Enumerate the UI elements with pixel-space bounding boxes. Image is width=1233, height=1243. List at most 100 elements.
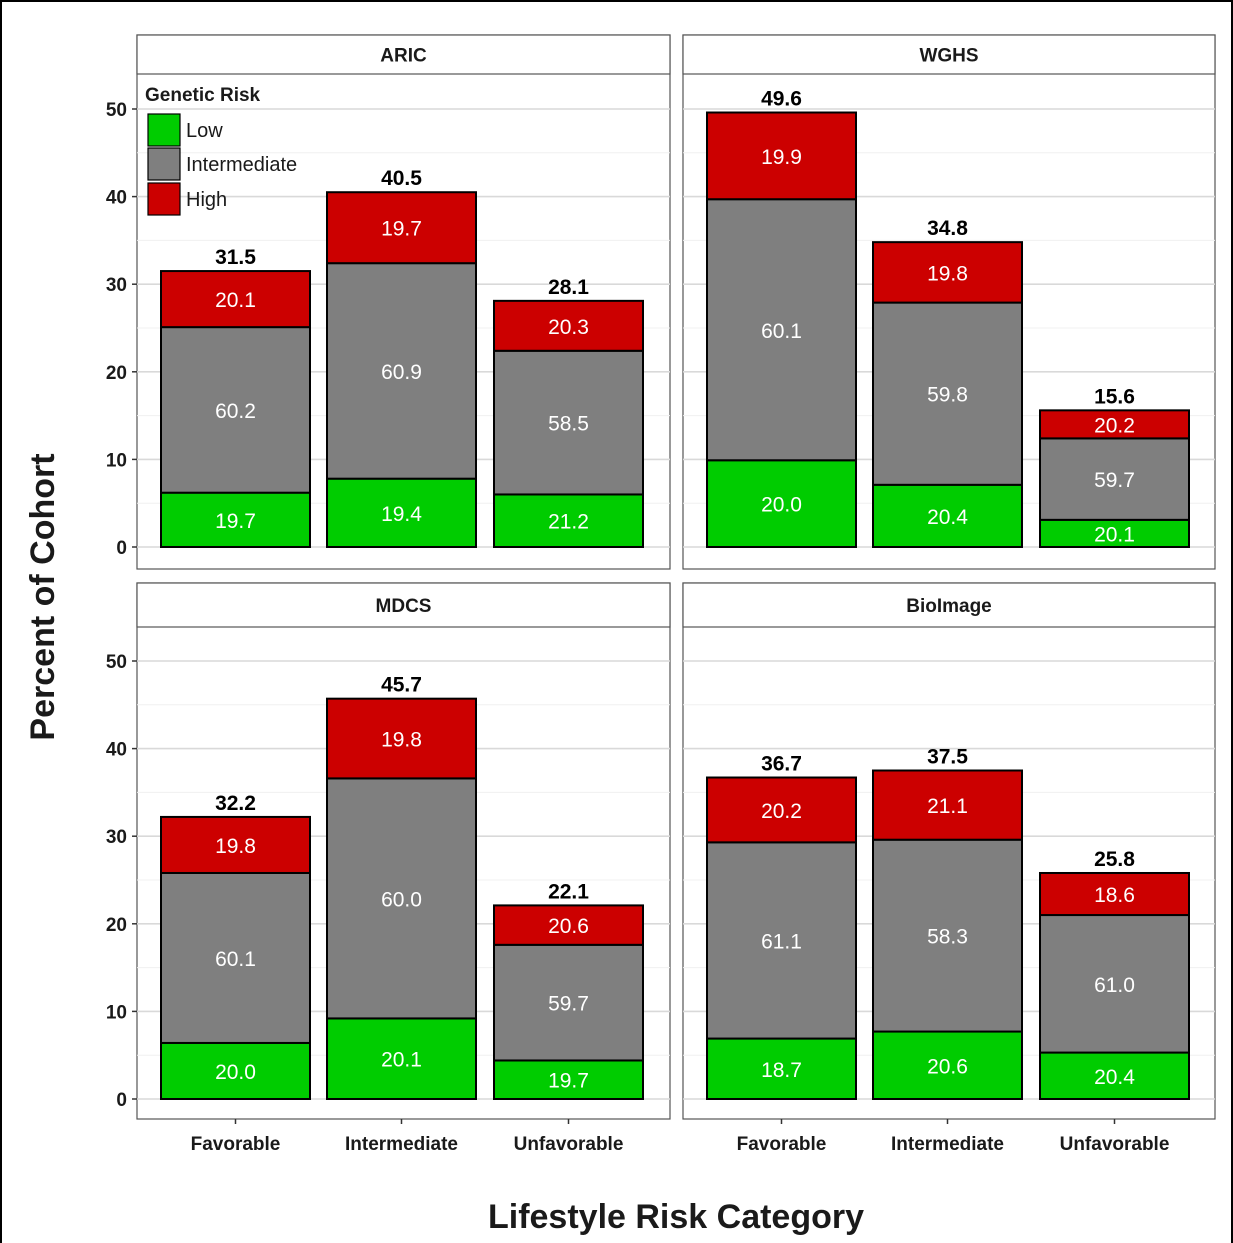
bar-segment-intermediate <box>706 841 857 1040</box>
bar-total-label: 49.6 <box>761 88 802 111</box>
bar-wghs-favorable: 20.0 60.1 19.9 49.6 <box>706 88 857 548</box>
y-tick-label: 20 <box>106 915 127 936</box>
bar-total-label: 25.8 <box>1094 848 1135 871</box>
y-tick-label: 10 <box>106 1002 127 1023</box>
bar-total-label: 37.5 <box>927 746 968 769</box>
segment-value-label: 59.7 <box>548 993 589 1016</box>
segment-value-label: 60.9 <box>381 361 422 384</box>
segment-value-label: 19.4 <box>381 503 422 526</box>
segment-value-label: 60.2 <box>215 400 256 423</box>
legend-label-intermediate: Intermediate <box>186 154 297 176</box>
segment-value-label: 20.3 <box>548 316 589 339</box>
segment-value-label: 20.2 <box>1094 414 1135 437</box>
bar-segment-high <box>493 904 644 946</box>
bar-segment-intermediate <box>493 349 644 496</box>
segment-value-label: 20.2 <box>761 800 802 823</box>
legend: Genetic Risk Low Intermediate High <box>145 85 297 216</box>
y-tick-label: 40 <box>106 188 127 209</box>
legend-label-high: High <box>186 189 227 211</box>
bar-total-label: 28.1 <box>548 276 589 299</box>
bar-segment-high <box>1039 871 1190 917</box>
bar-segment-low <box>160 1041 311 1101</box>
y-tick-label: 0 <box>116 1090 127 1111</box>
y-tick-label: 30 <box>106 275 127 296</box>
legend-key-high <box>147 182 181 216</box>
segment-value-label: 20.0 <box>761 494 802 517</box>
bar-total-label: 34.8 <box>927 217 968 240</box>
bar-aric-favorable: 19.7 60.2 20.1 31.5 <box>160 246 311 548</box>
segment-value-label: 60.0 <box>381 888 422 911</box>
legend-title: Genetic Risk <box>145 85 261 106</box>
bar-bioimage-favorable: 18.7 61.1 20.2 36.7 <box>706 753 857 1101</box>
bar-segment-low <box>493 493 644 549</box>
segment-value-label: 19.7 <box>381 218 422 241</box>
segment-value-label: 58.3 <box>927 926 968 949</box>
bar-segment-high <box>160 270 311 329</box>
segment-value-label: 19.9 <box>761 146 802 169</box>
bar-segment-low <box>706 459 857 548</box>
x-axis-title: Lifestyle Risk Category <box>488 1198 864 1236</box>
segment-value-label: 19.8 <box>381 729 422 752</box>
panel-bioimage: BioImage 18.7 61.1 20.2 36.7 Favorable 20.6 58.… <box>682 582 1216 1155</box>
segment-value-label: 21.2 <box>548 511 589 534</box>
bar-segment-high <box>872 241 1023 304</box>
segment-value-label: 19.7 <box>548 1070 589 1093</box>
y-tick-label: 0 <box>116 538 127 559</box>
bar-segment-high <box>872 769 1023 841</box>
bar-total-label: 31.5 <box>215 246 256 269</box>
segment-value-label: 20.6 <box>927 1055 968 1078</box>
x-tick-label: Intermediate <box>345 1134 458 1155</box>
segment-value-label: 60.1 <box>215 948 256 971</box>
bar-segment-high <box>493 299 644 352</box>
bar-segment-high <box>706 111 857 201</box>
bar-total-label: 36.7 <box>761 753 802 776</box>
bar-segment-low <box>1039 1051 1190 1101</box>
segment-value-label: 20.1 <box>1094 523 1135 546</box>
segment-value-label: 61.1 <box>761 930 802 953</box>
panel-aric: ARIC0102030405019.760.220.131.519.460.91… <box>106 34 671 570</box>
bar-segment-low <box>872 1030 1023 1100</box>
bar-total-label: 15.6 <box>1094 385 1135 408</box>
bar-mdcs-unfavorable: 19.7 59.7 20.6 22.1 <box>493 880 644 1101</box>
y-axis-title: Percent of Cohort <box>24 453 62 740</box>
bar-aric-intermediate: 19.4 60.9 19.7 40.5 <box>326 167 477 548</box>
x-tick-label: Unfavorable <box>514 1134 624 1155</box>
segment-value-label: 21.1 <box>927 795 968 818</box>
y-tick-label: 30 <box>106 827 127 848</box>
bar-segment-intermediate <box>160 326 311 494</box>
x-tick-label: Unfavorable <box>1060 1134 1170 1155</box>
bar-segment-intermediate <box>493 943 644 1062</box>
panel-title: BioImage <box>906 596 992 617</box>
bar-total-label: 32.2 <box>215 792 256 815</box>
y-tick-label: 40 <box>106 740 127 761</box>
bar-segment-high <box>706 776 857 844</box>
bar-bioimage-intermediate: 20.6 58.3 21.1 37.5 <box>872 746 1023 1100</box>
bar-segment-high <box>326 697 477 780</box>
panel-title: WGHS <box>919 46 978 67</box>
segment-value-label: 19.8 <box>215 835 256 858</box>
bar-segment-intermediate <box>160 871 311 1044</box>
panel-strip <box>136 582 671 628</box>
segment-value-label: 20.1 <box>215 289 256 312</box>
legend-key-intermediate <box>147 147 181 181</box>
y-tick-label: 50 <box>106 652 127 673</box>
y-tick-label: 10 <box>106 450 127 471</box>
segment-value-label: 59.8 <box>927 384 968 407</box>
panel-strip <box>682 34 1216 75</box>
bar-mdcs-favorable: 20.0 60.1 19.8 32.2 <box>160 792 311 1101</box>
bar-total-label: 22.1 <box>548 880 589 903</box>
legend-key-low <box>147 113 181 147</box>
x-tick-label: Favorable <box>191 1134 281 1155</box>
bar-total-label: 40.5 <box>381 167 422 190</box>
segment-value-label: 20.4 <box>927 506 968 529</box>
bar-segment-intermediate <box>326 777 477 1020</box>
panel-title: ARIC <box>380 46 427 67</box>
bar-mdcs-intermediate: 20.1 60.0 19.8 45.7 <box>326 674 477 1101</box>
segment-value-label: 20.0 <box>215 1061 256 1084</box>
bar-segment-intermediate <box>872 301 1023 486</box>
bar-segment-intermediate <box>326 262 477 480</box>
bar-segment-high <box>160 815 311 874</box>
segment-value-label: 58.5 <box>548 413 589 436</box>
bar-segment-low <box>326 477 477 548</box>
